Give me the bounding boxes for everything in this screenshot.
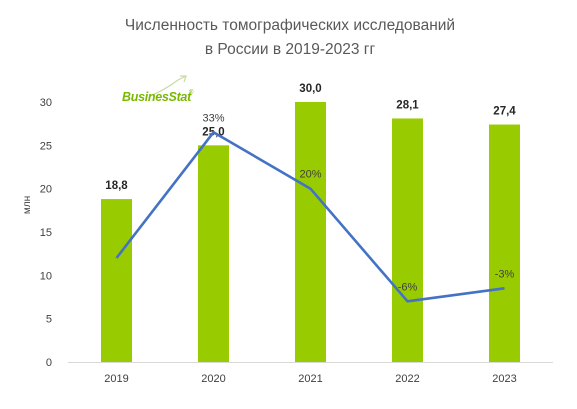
y-tick-label: 0 <box>46 357 52 369</box>
bar-2020 <box>198 145 229 362</box>
y-tick-label: 20 <box>40 184 52 196</box>
x-tick-label: 2022 <box>395 373 419 385</box>
growth-line <box>115 131 505 303</box>
y-tick-label: 5 <box>46 314 52 326</box>
bar-value-label: 28,1 <box>396 99 419 111</box>
bars <box>101 102 520 363</box>
chart-title-line-2: в России в 2019-2023 гг <box>205 41 376 58</box>
businesstat-logo: BusinesStat ® <box>122 75 194 104</box>
x-tick-label: 2019 <box>104 373 128 385</box>
logo-registered-mark: ® <box>189 89 194 96</box>
x-axis-ticks: 2019 2020 2021 2022 2023 <box>104 373 516 385</box>
bar-2023 <box>489 124 520 363</box>
growth-value-label: -3% <box>495 268 515 280</box>
chart-title-line-1: Численность томографических исследований <box>125 17 455 34</box>
chart-title: Численность томографических исследований… <box>125 17 455 58</box>
growth-line-series <box>115 131 505 303</box>
growth-value-label: -6% <box>398 281 418 293</box>
y-axis-ticks: 0 5 10 15 20 25 30 <box>40 97 52 369</box>
y-tick-label: 25 <box>40 140 52 152</box>
x-tick-label: 2020 <box>201 373 225 385</box>
y-axis-label: млн <box>22 196 33 214</box>
y-tick-label: 15 <box>40 227 52 239</box>
bar-2022 <box>392 118 423 362</box>
growth-value-labels: 33% 20% -6% -3% <box>202 112 514 293</box>
growth-value-label: 33% <box>202 112 224 124</box>
bar-2021 <box>295 102 326 362</box>
logo-swoosh-icon <box>149 75 187 97</box>
growth-value-label: 20% <box>299 169 321 181</box>
bar-value-label: 18,8 <box>105 180 128 192</box>
logo-text: BusinesStat <box>122 90 192 104</box>
y-tick-label: 30 <box>40 97 52 109</box>
y-tick-label: 10 <box>40 270 52 282</box>
bar-2019 <box>101 199 132 362</box>
bar-value-label: 27,4 <box>493 106 516 118</box>
bar-value-label: 30,0 <box>299 83 321 95</box>
x-tick-label: 2021 <box>298 373 322 385</box>
x-tick-label: 2023 <box>492 373 516 385</box>
